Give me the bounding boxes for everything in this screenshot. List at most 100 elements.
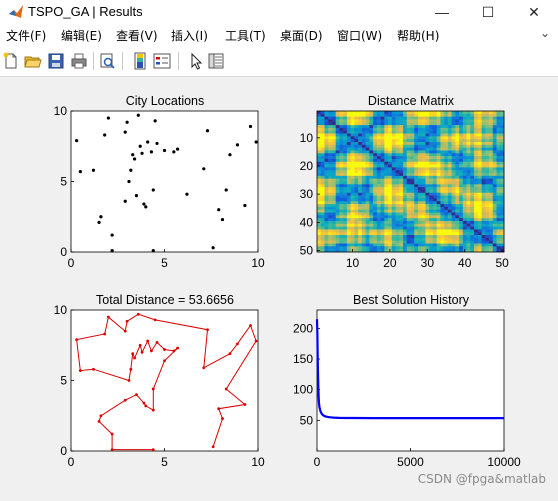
heatmap-cell	[444, 198, 449, 202]
heatmap-cell	[436, 158, 441, 163]
heatmap-cell	[492, 139, 497, 143]
heatmap-cell	[440, 246, 445, 250]
heatmap-cell	[436, 167, 441, 171]
menu-tools[interactable]: 工具(T)	[225, 29, 266, 43]
heatmap-cell	[403, 215, 408, 219]
menu-file[interactable]: 文件(F)	[6, 29, 47, 43]
heatmap-cell	[459, 161, 464, 165]
heatmap-cell	[376, 119, 381, 123]
menu-help[interactable]: 帮助(H)	[397, 29, 440, 43]
menu-desktop[interactable]: 桌面(D)	[280, 29, 323, 43]
print-preview-icon[interactable]	[98, 52, 116, 70]
heatmap-cell	[365, 181, 370, 185]
heatmap-cell	[373, 153, 378, 157]
heatmap-cell	[361, 133, 366, 137]
heatmap-cell	[324, 235, 329, 239]
heatmap-cell	[440, 209, 445, 213]
heatmap-cell	[492, 209, 497, 213]
heatmap-cell	[496, 249, 501, 253]
heatmap-cell	[462, 184, 467, 188]
heatmap-cell	[317, 232, 322, 236]
legend-icon[interactable]	[153, 52, 171, 70]
heatmap-cell	[421, 178, 426, 182]
heatmap-cell	[470, 136, 475, 140]
heatmap-cell	[354, 156, 359, 160]
heatmap-cell	[399, 125, 404, 129]
heatmap-cell	[421, 158, 426, 163]
heatmap-cell	[335, 181, 340, 185]
heatmap-cell	[365, 187, 370, 191]
heatmap-cell	[489, 237, 494, 242]
heatmap-cell	[451, 158, 456, 163]
new-figure-icon[interactable]	[2, 52, 20, 70]
heatmap-cell	[455, 158, 460, 163]
heatmap-cell	[451, 246, 456, 250]
heatmap-cell	[358, 170, 363, 174]
heatmap-cell	[421, 153, 426, 157]
heatmap-cell	[474, 215, 479, 219]
heatmap-cell	[354, 195, 359, 199]
heatmap-cell	[388, 189, 393, 194]
print-icon[interactable]	[70, 52, 88, 70]
close-button[interactable]: ✕	[512, 0, 556, 24]
heatmap-cell	[395, 181, 400, 185]
heatmap-cell	[406, 144, 411, 148]
heatmap-cell	[444, 130, 449, 134]
menu-window[interactable]: 窗口(W)	[337, 29, 383, 43]
menu-edit[interactable]: 编辑(E)	[61, 29, 102, 43]
colorbar-icon[interactable]	[131, 52, 149, 70]
heatmap-cell	[354, 235, 359, 239]
heatmap-cell	[354, 161, 359, 165]
menu-insert[interactable]: 插入(I)	[171, 29, 208, 43]
heatmap-cell	[440, 232, 445, 236]
heatmap-cell	[406, 249, 411, 253]
heatmap-cell	[470, 156, 475, 160]
heatmap-cell	[354, 142, 359, 146]
minimize-button[interactable]: —	[420, 0, 464, 24]
edit-pointer-icon[interactable]	[187, 52, 205, 70]
heatmap-cell	[466, 212, 471, 216]
heatmap-cell	[485, 170, 490, 174]
save-icon[interactable]	[47, 52, 65, 70]
heatmap-cell	[335, 158, 340, 163]
heatmap-cell	[376, 223, 381, 227]
heatmap-cell	[369, 181, 374, 185]
heatmap-cell	[417, 156, 423, 160]
heatmap-cell	[373, 201, 378, 205]
heatmap-cell	[462, 181, 467, 185]
toolbar-separator	[93, 52, 94, 70]
maximize-button[interactable]: ☐	[466, 0, 510, 24]
chevron-down-icon[interactable]: ⌄	[539, 26, 550, 40]
heatmap-cell	[500, 144, 505, 148]
heatmap-cell	[462, 223, 467, 227]
heatmap-cell	[447, 142, 452, 146]
heatmap-cell	[414, 113, 419, 117]
heatmap-cell	[477, 243, 482, 247]
open-file-icon[interactable]	[24, 52, 42, 70]
heatmap-cell	[399, 235, 404, 239]
property-inspector-icon[interactable]	[207, 52, 225, 70]
heatmap-cell	[331, 144, 336, 148]
window-title: TSPO_GA | Results	[28, 4, 143, 19]
heatmap-cell	[324, 173, 329, 177]
heatmap-cell	[466, 226, 471, 230]
axes-title: Total Distance = 53.6656	[96, 293, 234, 307]
heatmap-cell	[444, 192, 449, 196]
heatmap-cell	[429, 181, 434, 185]
heatmap-cell	[324, 215, 329, 219]
heatmap-cell	[410, 192, 415, 196]
heatmap-cell	[470, 178, 475, 182]
heatmap-cell	[350, 136, 355, 140]
heatmap-cell	[496, 246, 501, 250]
heatmap-cell	[399, 218, 404, 222]
heatmap-cell	[331, 201, 336, 205]
heatmap-cell	[447, 167, 452, 171]
x-tick-label: 5	[161, 256, 168, 270]
heatmap-cell	[417, 204, 423, 208]
heatmap-cell	[380, 113, 385, 117]
heatmap-cell	[354, 212, 359, 216]
menu-view[interactable]: 查看(V)	[116, 29, 158, 43]
heatmap-cell	[417, 147, 423, 151]
heatmap-cell	[361, 229, 366, 233]
heatmap-cell	[320, 161, 325, 165]
